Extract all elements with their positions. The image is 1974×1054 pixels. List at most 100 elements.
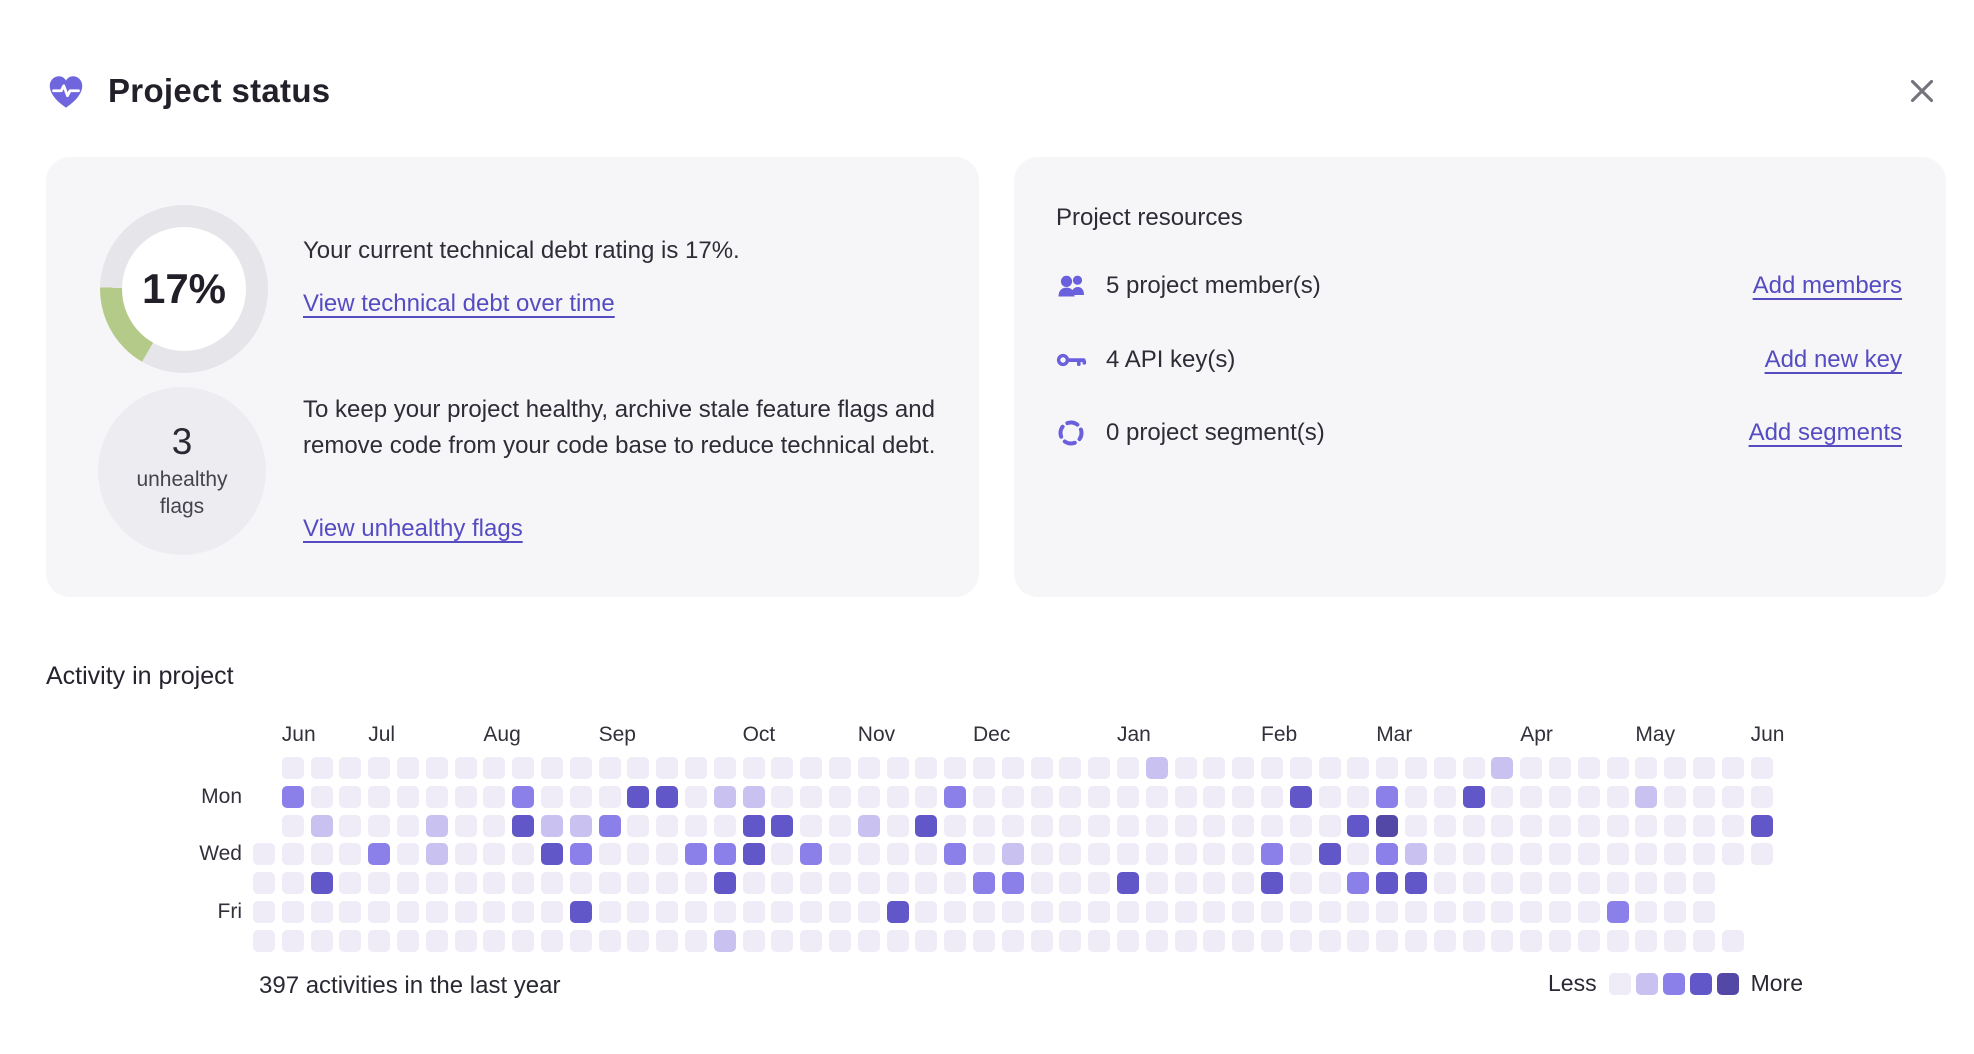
- activity-cell: [886, 757, 909, 779]
- activity-cell: [541, 785, 563, 808]
- activity-cell: [944, 757, 967, 779]
- activity-cell: [857, 814, 880, 837]
- activity-cell: [1088, 814, 1111, 837]
- activity-cell: [310, 929, 333, 952]
- activity-cell: [1318, 929, 1341, 952]
- activity-cell: [1145, 814, 1168, 837]
- activity-cell: [1405, 785, 1427, 808]
- activity-cell: [685, 872, 707, 895]
- activity-cell: [1318, 785, 1341, 808]
- activity-cell: [973, 872, 995, 895]
- activity-cell: [339, 872, 362, 895]
- activity-cell: [1030, 843, 1053, 866]
- activity-cell: [1549, 901, 1571, 923]
- activity-cell: [1117, 757, 1139, 779]
- activity-cell: [1635, 785, 1658, 808]
- activity-cell: [656, 929, 679, 952]
- activity-cell: [713, 929, 736, 952]
- activity-cell: [627, 814, 650, 837]
- activity-cell: [1577, 929, 1600, 952]
- activity-cell: [886, 901, 909, 923]
- activity-cell: [1174, 872, 1197, 895]
- activity-cell: [425, 814, 448, 837]
- activity-cell: [742, 901, 765, 923]
- activity-cell: [1491, 757, 1514, 779]
- view-technical-debt-link[interactable]: View technical debt over time: [303, 290, 615, 317]
- activity-cell: [713, 757, 736, 779]
- activity-heatmap: [253, 757, 1813, 953]
- activity-cell: [1376, 929, 1399, 952]
- activity-cell: [742, 872, 765, 895]
- activity-cell: [397, 843, 419, 866]
- activity-cell: [656, 843, 679, 866]
- activity-cell: [886, 843, 909, 866]
- activity-cell: [368, 872, 391, 895]
- activity-cell: [598, 929, 621, 952]
- activity-cell: [627, 843, 650, 866]
- activity-cell: [800, 929, 823, 952]
- activity-cell: [1693, 872, 1715, 895]
- activity-cell: [569, 929, 592, 952]
- members-count-label: 5 project member(s): [1106, 272, 1321, 299]
- activity-cell: [253, 872, 275, 895]
- add-new-key-link[interactable]: Add new key: [1764, 346, 1902, 373]
- activity-cell: [569, 814, 592, 837]
- activity-cell: [973, 901, 995, 923]
- activity-cell: [1232, 929, 1255, 952]
- activity-cell: [973, 843, 995, 866]
- activity-cell: [800, 901, 823, 923]
- activity-cell: [454, 843, 477, 866]
- activity-cell: [771, 757, 794, 779]
- activity-cell: [1030, 929, 1053, 952]
- unhealthy-flags-label: unhealthy flags: [136, 468, 228, 518]
- activity-cell: [1405, 901, 1427, 923]
- activity-cell: [1117, 901, 1139, 923]
- add-segments-link[interactable]: Add segments: [1748, 419, 1902, 446]
- activity-cell: [1520, 929, 1543, 952]
- activity-cell: [1232, 757, 1255, 779]
- activity-cell: [1433, 757, 1456, 779]
- month-label: Jun: [1750, 723, 1785, 746]
- month-label: Nov: [857, 723, 896, 746]
- activity-cell: [915, 814, 938, 837]
- activity-cell: [569, 843, 592, 866]
- activity-cell: [1693, 901, 1715, 923]
- activity-cell: [1433, 843, 1456, 866]
- close-button[interactable]: [1900, 70, 1944, 114]
- legend-swatches: [1608, 972, 1739, 995]
- month-label: Jul: [368, 723, 396, 746]
- activity-cell: [483, 843, 506, 866]
- activity-cell: [1606, 901, 1629, 923]
- activity-cell: [1203, 757, 1226, 779]
- activity-cell: [397, 814, 419, 837]
- activity-cell: [1117, 843, 1139, 866]
- activity-cell: [1693, 929, 1715, 952]
- activity-cell: [742, 843, 765, 866]
- activity-cell: [1232, 872, 1255, 895]
- activity-cell: [742, 929, 765, 952]
- activity-cell: [1376, 843, 1399, 866]
- activity-cell: [281, 929, 304, 952]
- view-unhealthy-flags-link[interactable]: View unhealthy flags: [303, 515, 523, 542]
- activity-cell: [1376, 901, 1399, 923]
- activity-cell: [685, 757, 707, 779]
- activity-cell: [857, 843, 880, 866]
- activity-cell: [1203, 872, 1226, 895]
- activity-cell: [915, 872, 938, 895]
- activity-cell: [1001, 901, 1024, 923]
- activity-cell: [1174, 785, 1197, 808]
- legend-swatch-level-1: [1635, 972, 1658, 995]
- activity-cell: [1376, 872, 1399, 895]
- activity-cell: [598, 757, 621, 779]
- legend-swatch-level-2: [1662, 972, 1685, 995]
- activity-cell: [857, 901, 880, 923]
- legend-more-label: More: [1750, 970, 1803, 996]
- add-members-link[interactable]: Add members: [1752, 272, 1902, 299]
- activity-cell: [397, 757, 419, 779]
- activity-cell: [1549, 929, 1571, 952]
- activity-legend: Less More: [1548, 970, 1803, 997]
- activity-cell: [1347, 872, 1370, 895]
- activity-cell: [800, 785, 823, 808]
- activity-cell: [1318, 814, 1341, 837]
- activity-cell: [1549, 785, 1571, 808]
